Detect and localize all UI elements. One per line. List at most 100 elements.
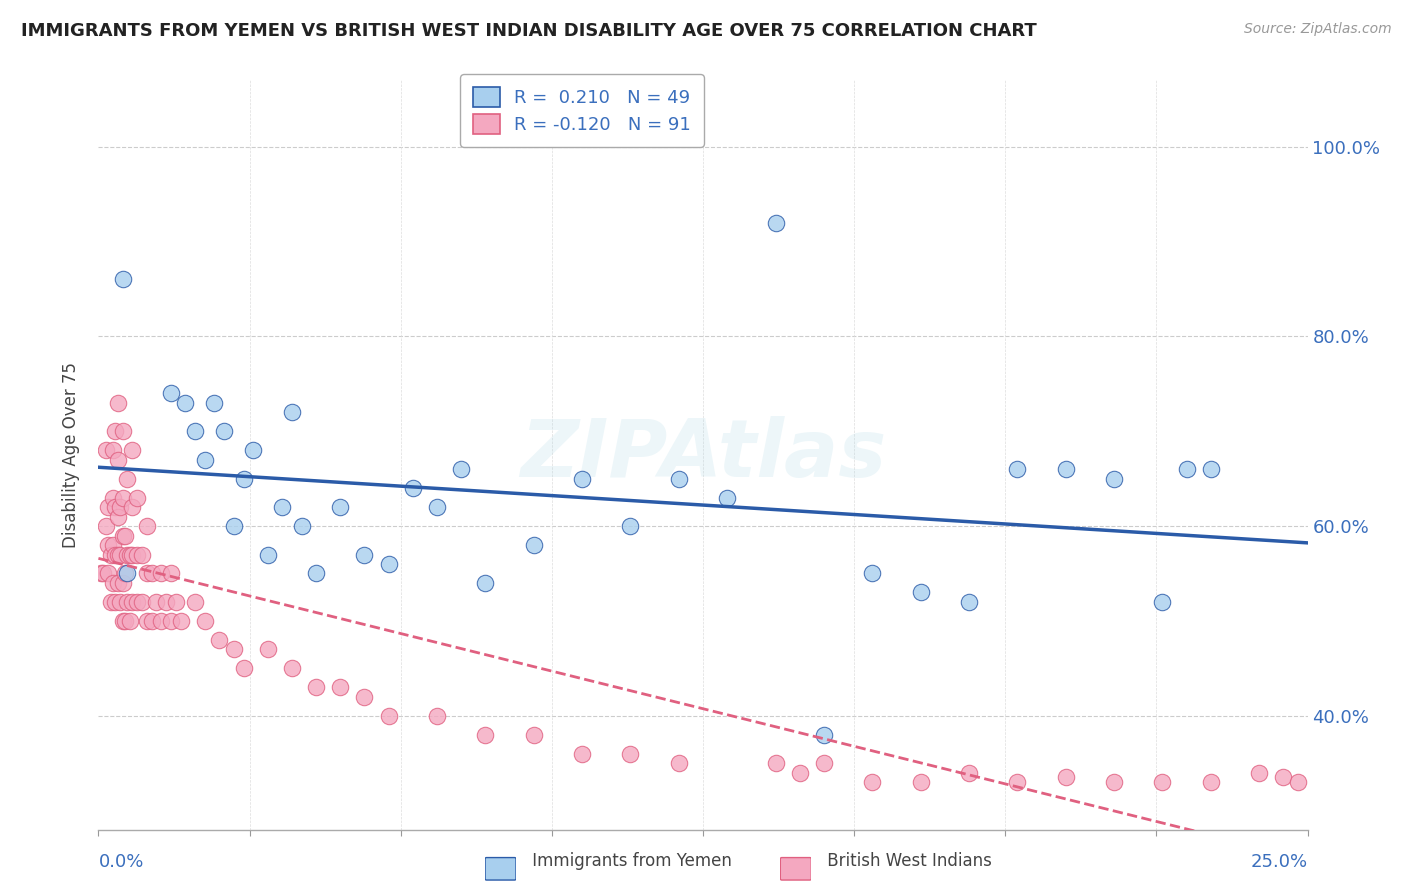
Point xyxy=(789,765,811,780)
Point xyxy=(155,595,177,609)
Point xyxy=(101,443,124,458)
Point xyxy=(108,500,131,514)
Text: British West Indians: British West Indians xyxy=(801,852,993,870)
Point xyxy=(281,661,304,675)
Point xyxy=(111,491,134,505)
Point xyxy=(104,595,127,609)
Point xyxy=(668,472,690,486)
Point xyxy=(101,538,124,552)
Point xyxy=(114,614,136,628)
Point xyxy=(169,614,191,628)
Point xyxy=(813,756,835,771)
Point xyxy=(1102,472,1125,486)
FancyBboxPatch shape xyxy=(780,857,811,880)
Point xyxy=(107,509,129,524)
Point xyxy=(957,595,980,609)
Point xyxy=(135,614,157,628)
Point xyxy=(111,576,134,591)
Point xyxy=(117,472,139,486)
Point xyxy=(117,595,139,609)
Point xyxy=(523,538,546,552)
Point xyxy=(305,566,328,581)
Point xyxy=(426,708,449,723)
Point xyxy=(194,452,217,467)
Point xyxy=(619,747,641,761)
Point xyxy=(104,548,127,562)
Point xyxy=(208,632,231,647)
Point xyxy=(353,690,375,704)
Point xyxy=(111,424,134,438)
Point xyxy=(91,566,114,581)
Point xyxy=(127,548,149,562)
Point xyxy=(523,728,546,742)
Text: 25.0%: 25.0% xyxy=(1250,854,1308,871)
Point xyxy=(353,548,375,562)
Point xyxy=(571,472,593,486)
Point xyxy=(174,396,197,410)
Point xyxy=(1199,462,1222,476)
Point xyxy=(135,519,157,533)
Point xyxy=(1272,771,1295,785)
Point xyxy=(160,614,183,628)
Point xyxy=(111,614,134,628)
Point xyxy=(281,405,304,419)
Point xyxy=(131,595,153,609)
Point xyxy=(910,775,932,789)
Point xyxy=(426,500,449,514)
Point xyxy=(716,491,738,505)
Point xyxy=(860,775,883,789)
Point xyxy=(94,443,117,458)
Point xyxy=(860,566,883,581)
Point xyxy=(90,566,112,581)
Point xyxy=(101,491,124,505)
Point xyxy=(402,481,425,495)
Point xyxy=(100,548,122,562)
FancyBboxPatch shape xyxy=(485,857,516,880)
Point xyxy=(571,747,593,761)
Point xyxy=(121,500,143,514)
Point xyxy=(97,566,120,581)
Point xyxy=(232,661,254,675)
Point xyxy=(107,548,129,562)
Point xyxy=(377,557,399,571)
Text: Source: ZipAtlas.com: Source: ZipAtlas.com xyxy=(1244,22,1392,37)
Text: ZIPAtlas: ZIPAtlas xyxy=(520,416,886,494)
Point xyxy=(141,614,163,628)
Point xyxy=(184,424,207,438)
Point xyxy=(765,756,787,771)
Point xyxy=(141,566,163,581)
Point xyxy=(668,756,690,771)
Point xyxy=(619,519,641,533)
Point xyxy=(212,424,235,438)
Point xyxy=(256,548,278,562)
Point xyxy=(290,519,312,533)
Point xyxy=(1286,775,1309,789)
Point xyxy=(117,566,139,581)
Text: Immigrants from Yemen: Immigrants from Yemen xyxy=(506,852,733,870)
Point xyxy=(474,728,496,742)
Point xyxy=(765,215,787,229)
Point xyxy=(271,500,294,514)
Point xyxy=(232,472,254,486)
Point xyxy=(150,614,173,628)
Point xyxy=(145,595,167,609)
Point xyxy=(121,595,143,609)
Point xyxy=(127,595,149,609)
Point xyxy=(222,642,245,657)
Point xyxy=(107,396,129,410)
Point xyxy=(329,500,352,514)
Point xyxy=(104,424,127,438)
Point xyxy=(256,642,278,657)
Point xyxy=(160,566,183,581)
Point xyxy=(1175,462,1198,476)
Point xyxy=(121,548,143,562)
Point xyxy=(111,528,134,542)
Point xyxy=(1152,595,1174,609)
Point xyxy=(910,585,932,599)
Point xyxy=(194,614,217,628)
Point xyxy=(121,443,143,458)
Point xyxy=(1054,771,1077,785)
Point xyxy=(222,519,245,533)
Point xyxy=(1007,462,1029,476)
Point xyxy=(100,595,122,609)
